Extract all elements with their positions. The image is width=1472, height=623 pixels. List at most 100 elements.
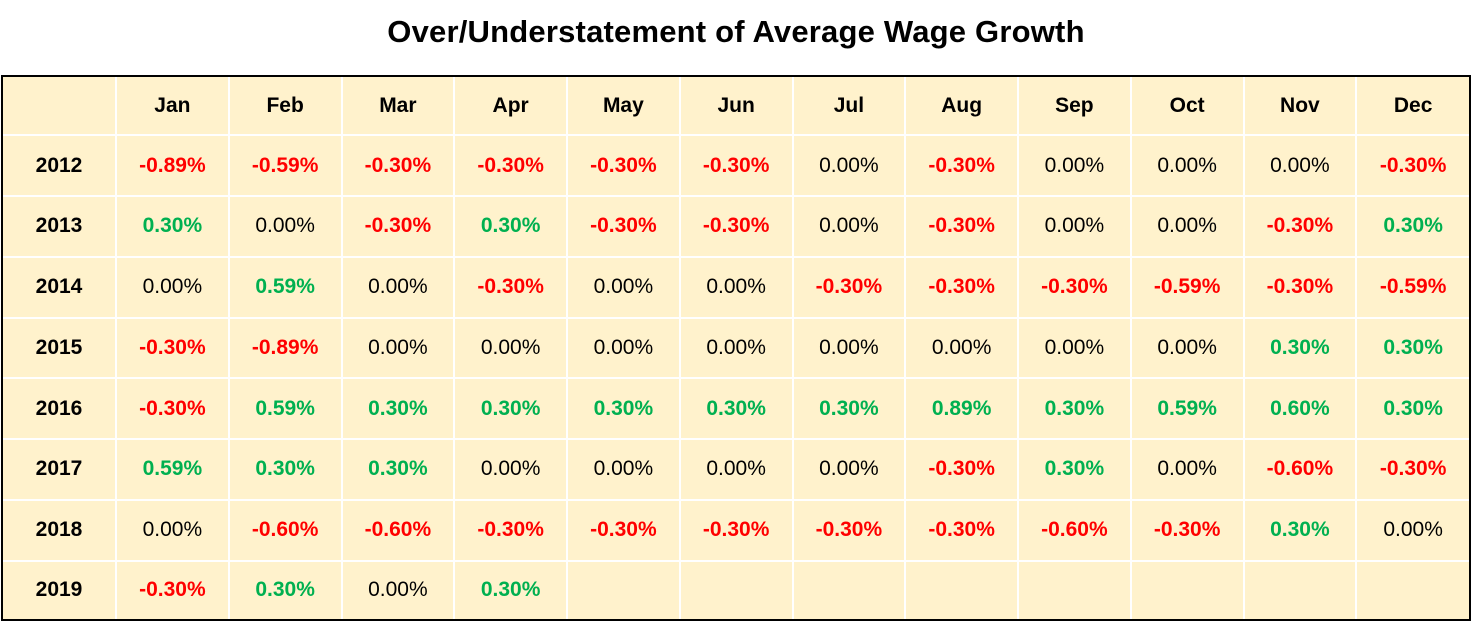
- value-cell: -0.30%: [341, 135, 456, 198]
- value-cell: 0.00%: [1130, 439, 1245, 501]
- column-header-apr: Apr: [454, 77, 568, 137]
- value-cell: 0.00%: [1130, 317, 1245, 380]
- value-cell: -0.30%: [567, 499, 681, 562]
- row-header-year: 2017: [3, 439, 117, 501]
- value-cell: 0.30%: [1018, 378, 1132, 441]
- table-row: 2015 -0.30% -0.89% 0.00% 0.00% 0.00% 0.00% 0.00…: [3, 317, 1469, 380]
- table-row: 2018 0.00% -0.60% -0.60% -0.30% -0.30% -0.30% -…: [3, 499, 1469, 562]
- value-cell: 0.30%: [1356, 317, 1469, 380]
- column-header-aug: Aug: [905, 77, 1019, 137]
- column-header-jul: Jul: [792, 77, 907, 137]
- value-cell: 0.00%: [1018, 317, 1132, 380]
- empty-cell: [1018, 560, 1132, 619]
- value-cell: 0.89%: [905, 378, 1019, 441]
- value-cell: -0.60%: [1243, 439, 1358, 501]
- value-cell: -0.30%: [116, 560, 230, 619]
- value-cell: 0.30%: [341, 378, 456, 441]
- value-cell: 0.59%: [228, 256, 343, 319]
- value-cell: 0.00%: [1130, 196, 1245, 258]
- value-cell: 0.30%: [116, 196, 230, 258]
- table-row: 2012 -0.89% -0.59% -0.30% -0.30% -0.30% -0.30%…: [3, 135, 1469, 198]
- column-header-dec: Dec: [1356, 77, 1469, 137]
- value-cell: 0.59%: [116, 439, 230, 501]
- row-header-year: 2019: [3, 560, 117, 619]
- value-cell: -0.30%: [116, 378, 230, 441]
- value-cell: 0.30%: [1243, 317, 1358, 380]
- value-cell: 0.30%: [228, 439, 343, 501]
- value-cell: 0.00%: [792, 317, 907, 380]
- value-cell: -0.30%: [905, 499, 1019, 562]
- value-cell: -0.60%: [341, 499, 456, 562]
- value-cell: 0.00%: [1243, 135, 1358, 198]
- value-cell: 0.30%: [454, 560, 568, 619]
- header-row: Jan Feb Mar Apr May Jun Jul Aug Sep Oct Nov Dec: [3, 77, 1469, 137]
- value-cell: -0.30%: [792, 256, 907, 319]
- value-cell: 0.00%: [792, 196, 907, 258]
- row-header-year: 2013: [3, 196, 117, 258]
- value-cell: 0.59%: [228, 378, 343, 441]
- column-header-sep: Sep: [1018, 77, 1132, 137]
- table-row: 2019 -0.30% 0.30% 0.00% 0.30%: [3, 560, 1469, 619]
- empty-cell: [679, 560, 794, 619]
- column-header-jun: Jun: [679, 77, 794, 137]
- value-cell: -0.59%: [1356, 256, 1469, 319]
- value-cell: -0.30%: [341, 196, 456, 258]
- value-cell: 0.00%: [1018, 196, 1132, 258]
- value-cell: 0.00%: [567, 439, 681, 501]
- data-grid: Jan Feb Mar Apr May Jun Jul Aug Sep Oct Nov Dec 2012…: [3, 77, 1469, 619]
- value-cell: -0.30%: [1018, 256, 1132, 319]
- value-cell: -0.60%: [228, 499, 343, 562]
- value-cell: -0.30%: [454, 499, 568, 562]
- table-row: 2013 0.30% 0.00% -0.30% 0.30% -0.30% -0.30% 0.0…: [3, 196, 1469, 258]
- value-cell: 0.30%: [1356, 196, 1469, 258]
- value-cell: 0.00%: [228, 196, 343, 258]
- empty-cell: [567, 560, 681, 619]
- empty-cell: [905, 560, 1019, 619]
- value-cell: -0.30%: [905, 196, 1019, 258]
- value-cell: 0.00%: [1130, 135, 1245, 198]
- value-cell: -0.30%: [1130, 499, 1245, 562]
- column-header-nov: Nov: [1243, 77, 1358, 137]
- value-cell: 0.00%: [1356, 499, 1469, 562]
- row-header-year: 2014: [3, 256, 117, 319]
- column-header-oct: Oct: [1130, 77, 1245, 137]
- empty-cell: [792, 560, 907, 619]
- value-cell: 0.30%: [1356, 378, 1469, 441]
- value-cell: 0.30%: [228, 560, 343, 619]
- value-cell: -0.30%: [1243, 196, 1358, 258]
- value-cell: 0.00%: [679, 256, 794, 319]
- empty-cell: [1356, 561, 1469, 619]
- corner-cell: [3, 77, 117, 137]
- table-row: 2017 0.59% 0.30% 0.30% 0.00% 0.00% 0.00% 0.00% -…: [3, 439, 1469, 501]
- value-cell: -0.30%: [679, 135, 794, 198]
- value-cell: -0.30%: [905, 135, 1019, 198]
- value-cell: 0.00%: [792, 135, 907, 198]
- value-cell: 0.30%: [341, 439, 456, 501]
- value-cell: 0.00%: [679, 317, 794, 380]
- row-header-year: 2016: [3, 378, 117, 441]
- value-cell: -0.30%: [454, 256, 568, 319]
- row-header-year: 2018: [3, 499, 117, 562]
- value-cell: 0.30%: [792, 378, 907, 441]
- value-cell: 0.00%: [792, 439, 907, 501]
- row-header-year: 2012: [3, 135, 117, 198]
- value-cell: 0.00%: [341, 256, 456, 319]
- value-cell: 0.30%: [1018, 439, 1132, 501]
- value-cell: 0.00%: [454, 439, 568, 501]
- value-cell: 0.30%: [454, 196, 568, 258]
- value-cell: 0.00%: [905, 317, 1019, 380]
- value-cell: -0.30%: [905, 439, 1019, 501]
- value-cell: -0.89%: [116, 135, 230, 198]
- value-cell: 0.00%: [679, 439, 794, 501]
- value-cell: 0.30%: [679, 378, 794, 441]
- value-cell: -0.59%: [1130, 256, 1245, 319]
- value-cell: -0.30%: [1356, 439, 1469, 501]
- table-body: Jan Feb Mar Apr May Jun Jul Aug Sep Oct Nov Dec 2012…: [3, 77, 1469, 619]
- value-cell: 0.00%: [341, 317, 456, 380]
- value-cell: 0.00%: [1018, 135, 1132, 198]
- value-cell: 0.00%: [567, 317, 681, 380]
- column-header-mar: Mar: [341, 77, 456, 137]
- value-cell: -0.30%: [567, 135, 681, 198]
- value-cell: 0.30%: [1243, 499, 1358, 562]
- value-cell: 0.00%: [454, 317, 568, 380]
